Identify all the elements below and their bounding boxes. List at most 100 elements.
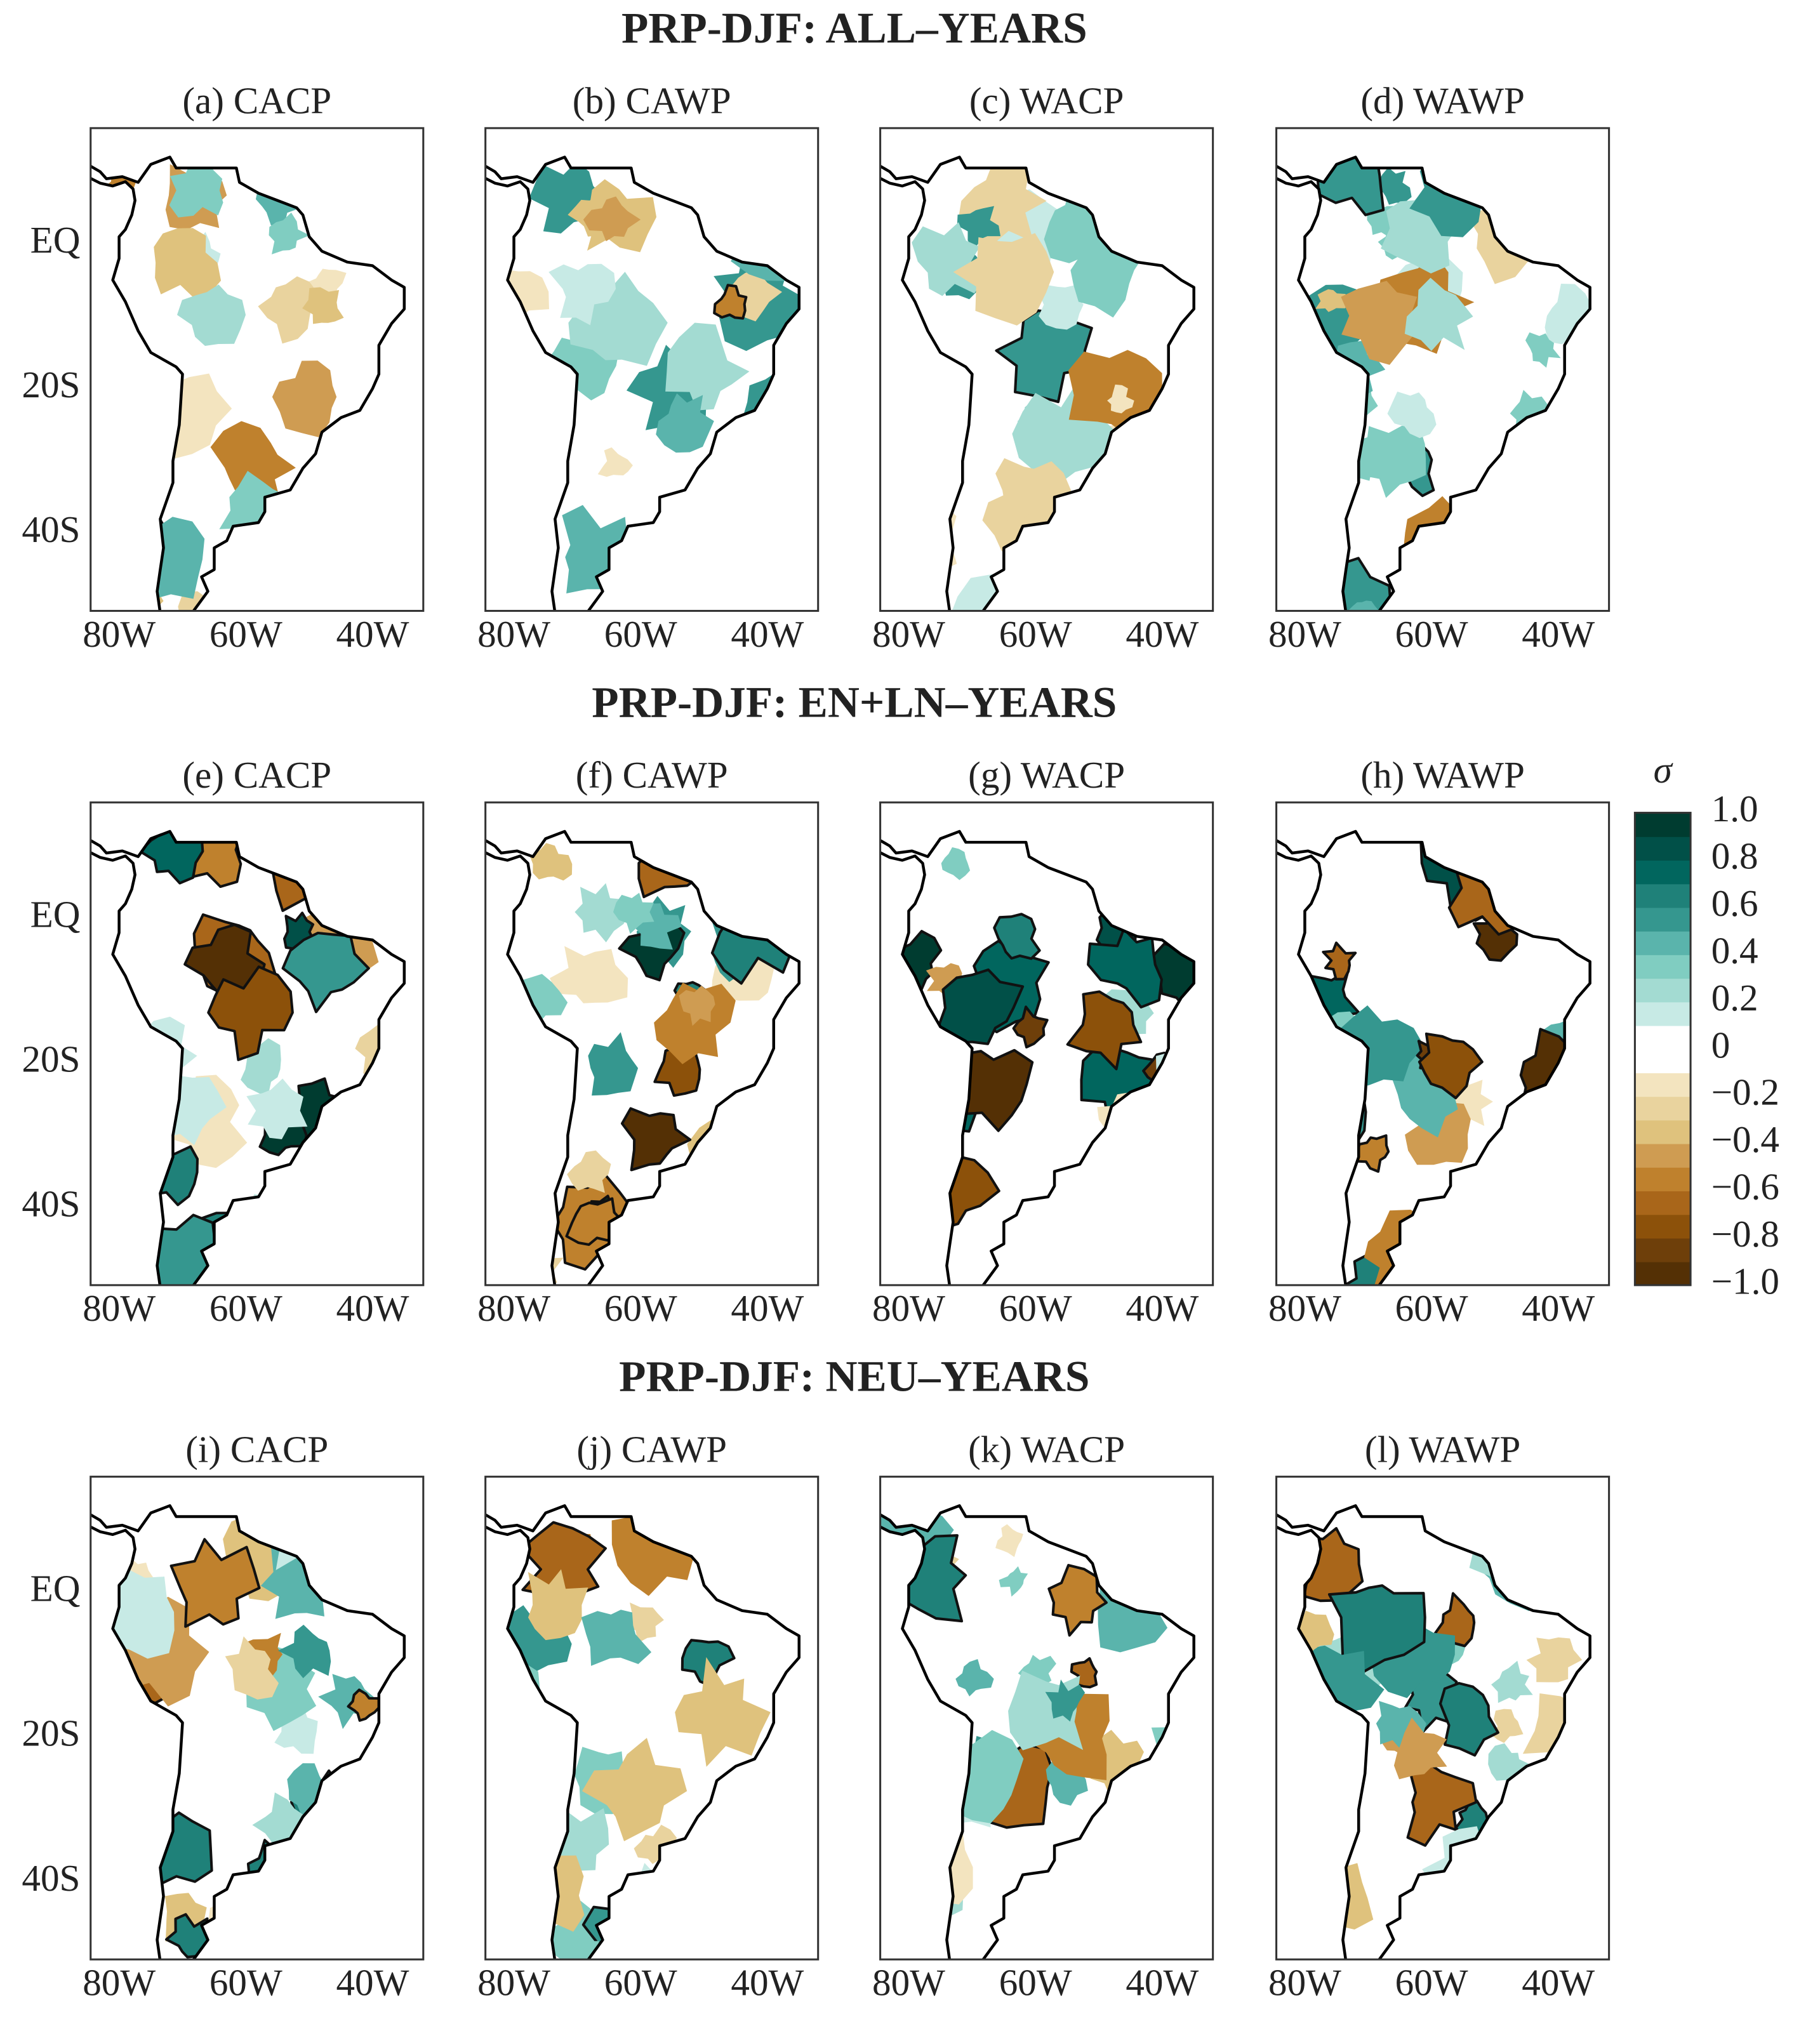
shaded-anomaly <box>528 843 573 881</box>
shaded-anomaly <box>1047 1564 1108 1637</box>
colorbar-band <box>1635 907 1691 932</box>
shaded-anomaly <box>752 236 783 263</box>
coastline <box>90 155 406 611</box>
colorbar-tick-label: −0.4 <box>1711 1118 1779 1160</box>
shaded-anomaly <box>880 496 957 583</box>
shaded-anomaly <box>1009 546 1065 611</box>
x-tick-label: 60W <box>1395 1962 1468 2004</box>
x-tick-label: 40W <box>336 1287 409 1329</box>
panel-frame <box>484 1476 820 1961</box>
shaded-anomaly <box>335 1134 397 1210</box>
shaded-anomaly <box>1438 1682 1499 1757</box>
shaded-anomaly <box>246 1839 292 1884</box>
coastline <box>1276 830 1591 1285</box>
shaded-anomaly <box>583 196 641 242</box>
shaded-anomaly <box>691 1165 716 1197</box>
x-tick-label: 80W <box>477 1962 550 2004</box>
coastline <box>485 155 800 611</box>
shaded-anomaly <box>503 1855 585 1932</box>
shaded-anomaly <box>1334 374 1378 420</box>
colorbar-band <box>1635 1238 1691 1262</box>
shaded-anomaly <box>521 1806 552 1844</box>
coastline <box>485 830 800 1285</box>
shaded-anomaly <box>102 414 159 483</box>
shaded-anomaly <box>1039 284 1084 330</box>
y-tick-label: EQ <box>30 893 81 935</box>
x-tick-label: 40W <box>731 613 804 655</box>
x-tick-label: 40W <box>731 1962 804 2004</box>
shaded-anomaly <box>210 421 296 507</box>
x-tick-label: 80W <box>1268 1962 1341 2004</box>
shaded-anomaly <box>169 159 223 218</box>
shaded-anomaly <box>485 1662 548 1736</box>
colorbar-band <box>1635 1002 1691 1026</box>
shaded-anomaly <box>1286 1790 1326 1822</box>
map-panel <box>485 155 800 611</box>
shaded-anomaly <box>1162 1121 1194 1195</box>
coastline <box>1276 155 1591 611</box>
y-tick-label: 40S <box>22 508 80 550</box>
shaded-anomaly <box>1550 1132 1590 1186</box>
colorbar-band <box>1635 883 1691 908</box>
shaded-anomaly <box>1290 1526 1364 1603</box>
row-title: PRP-DJF: ALL–YEARS <box>621 3 1087 52</box>
shaded-anomaly <box>272 361 337 437</box>
shaded-anomaly <box>358 423 395 456</box>
panel-frame <box>879 127 1214 612</box>
shaded-anomaly <box>741 368 799 435</box>
shaded-anomaly <box>373 1078 404 1162</box>
shading <box>485 831 799 1285</box>
shaded-anomaly <box>1299 544 1343 598</box>
x-tick-label: 80W <box>1268 613 1341 655</box>
coastline <box>880 830 1195 1285</box>
shaded-anomaly <box>225 1879 295 1947</box>
coastline <box>880 155 1195 611</box>
shaded-anomaly <box>255 164 306 230</box>
panel-frame <box>484 801 820 1287</box>
shaded-anomaly <box>1494 1111 1577 1194</box>
shaded-anomaly <box>122 1016 197 1080</box>
shaded-anomaly <box>103 1569 175 1659</box>
shaded-anomaly <box>318 1674 377 1730</box>
map-panel <box>880 1504 1195 1960</box>
shaded-anomaly <box>581 1738 687 1842</box>
colorbar-band <box>1635 1120 1691 1144</box>
shaded-anomaly <box>548 263 616 326</box>
shaded-anomaly <box>1525 332 1561 368</box>
shaded-anomaly <box>1522 1693 1590 1782</box>
y-tick-label: 20S <box>22 364 80 406</box>
shaded-anomaly <box>143 1145 199 1207</box>
shaded-anomaly <box>620 1107 692 1172</box>
shaded-anomaly <box>207 965 294 1061</box>
shaded-anomaly <box>1376 167 1412 205</box>
shaded-anomaly <box>625 538 674 590</box>
shaded-anomaly <box>713 284 748 320</box>
shading <box>880 847 1194 1285</box>
row-title: PRP-DJF: NEU–YEARS <box>619 1352 1089 1401</box>
colorbar-band <box>1635 1025 1691 1050</box>
shaded-anomaly <box>171 1075 248 1168</box>
colorbar-band <box>1635 1190 1691 1215</box>
x-tick-label: 40W <box>336 1962 409 2004</box>
y-tick-label: 20S <box>22 1038 80 1080</box>
shaded-anomaly <box>1082 509 1160 585</box>
x-tick-label: 60W <box>999 613 1072 655</box>
colorbar-band <box>1635 836 1691 861</box>
panel-frame <box>90 801 425 1287</box>
x-tick-label: 60W <box>604 1962 677 2004</box>
shading <box>90 1505 404 1960</box>
shaded-anomaly <box>1526 1637 1583 1683</box>
x-tick-label: 60W <box>604 1287 677 1329</box>
y-tick-label: 40S <box>22 1857 80 1899</box>
map-panel <box>1276 1504 1591 1960</box>
colorbar-band <box>1635 1143 1691 1168</box>
shaded-anomaly <box>1422 1826 1513 1911</box>
shaded-anomaly <box>1282 1055 1321 1093</box>
shaded-anomaly <box>1488 1743 1530 1783</box>
shaded-anomaly <box>1155 1038 1194 1103</box>
colorbar-band <box>1635 859 1691 885</box>
colorbar-band <box>1635 954 1691 979</box>
shaded-anomaly <box>730 1122 760 1152</box>
x-tick-label: 60W <box>999 1287 1072 1329</box>
